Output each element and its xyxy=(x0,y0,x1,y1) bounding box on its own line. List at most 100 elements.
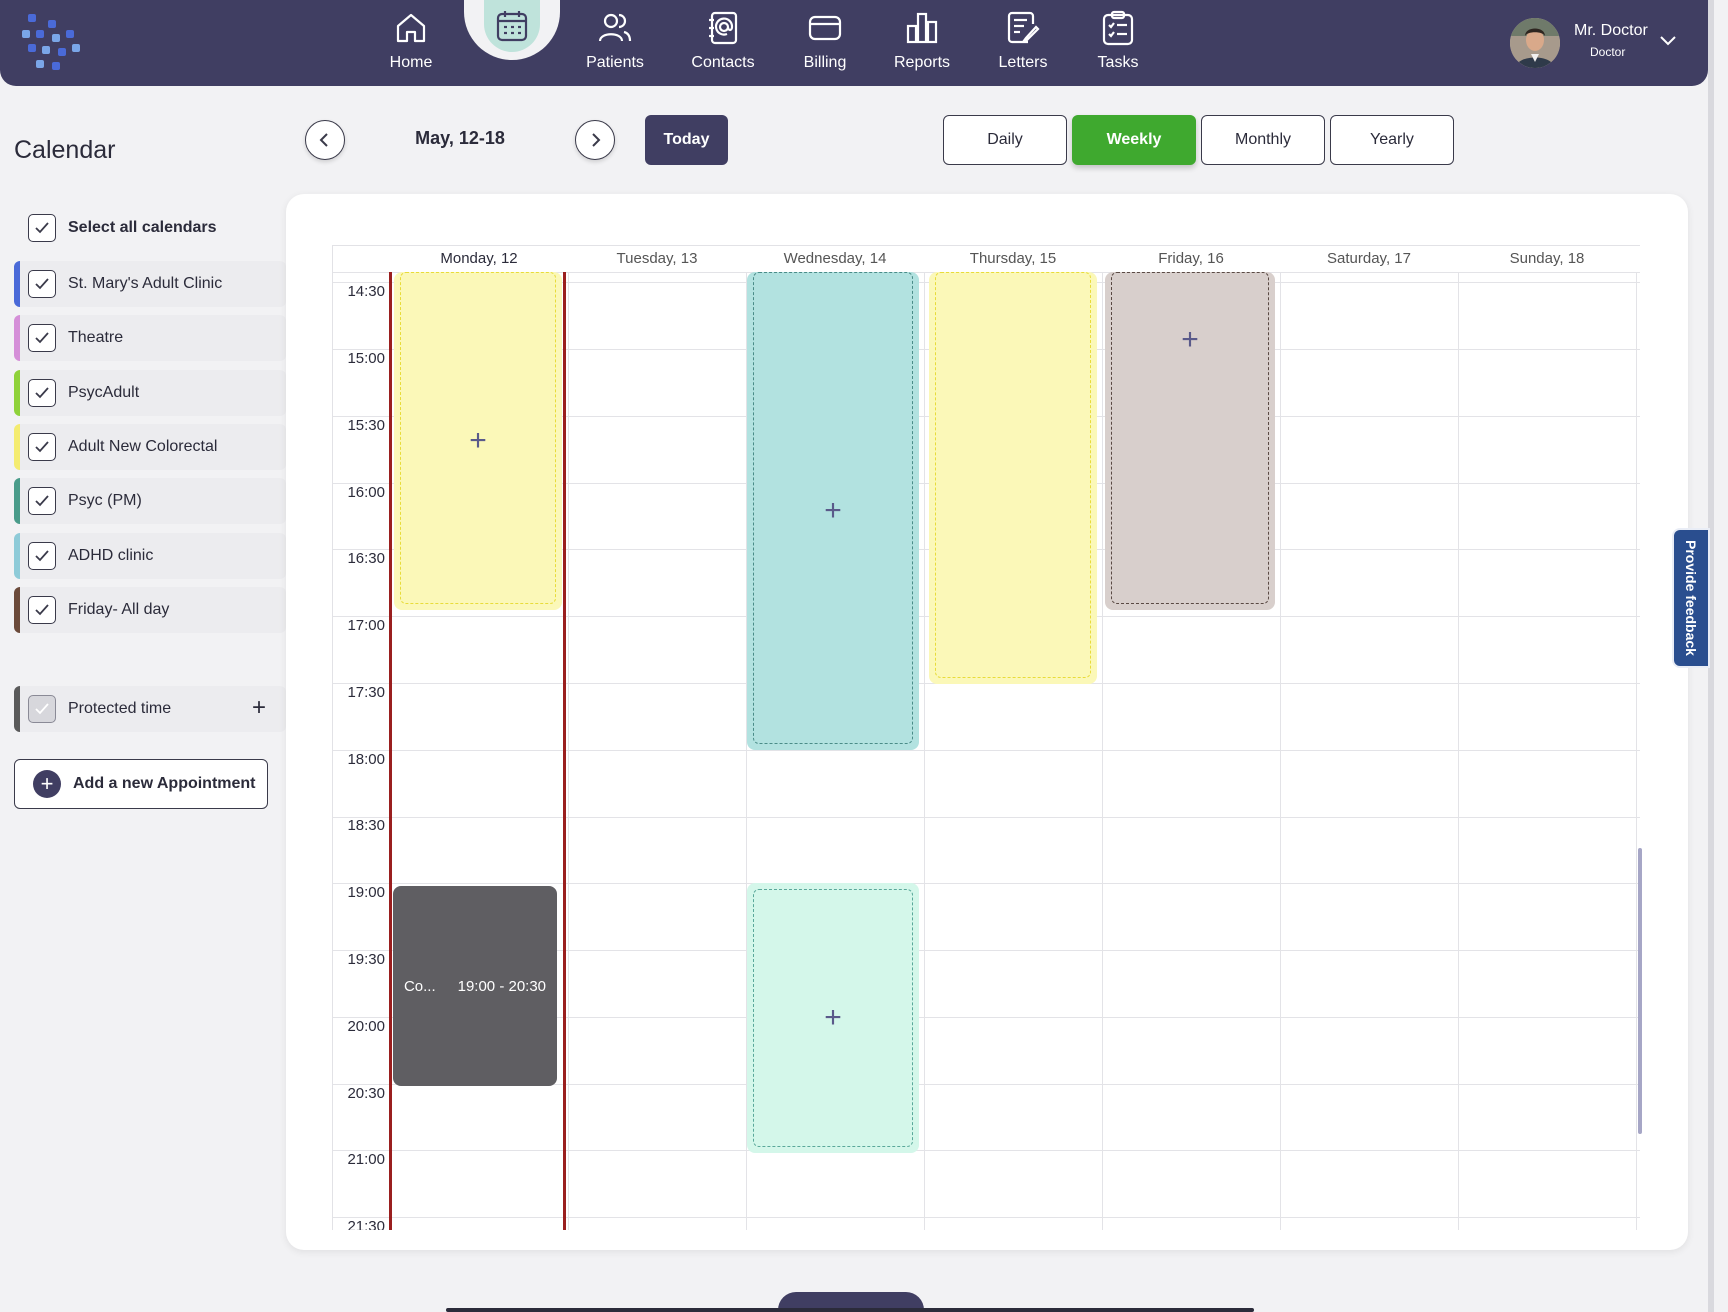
nav-tasks[interactable]: Tasks xyxy=(1073,10,1163,76)
feedback-label: Provide feedback xyxy=(1683,540,1699,656)
checkbox-checked-icon[interactable] xyxy=(28,433,56,461)
plus-icon[interactable]: + xyxy=(824,494,842,527)
chevron-down-icon[interactable] xyxy=(1656,28,1680,52)
view-yearly-button[interactable]: Yearly xyxy=(1330,115,1454,165)
nav-label: Letters xyxy=(998,54,1048,71)
day-header-saturday: Saturday, 17 xyxy=(1327,250,1411,267)
available-slot-wednesday-evening[interactable]: + xyxy=(747,883,919,1153)
time-label: 21:00 xyxy=(347,1151,385,1168)
plus-icon[interactable]: + xyxy=(1181,322,1199,356)
add-appointment-button[interactable]: + Add a new Appointment xyxy=(14,759,268,809)
view-monthly-button[interactable]: Monthly xyxy=(1201,115,1325,165)
available-slot-wednesday-afternoon[interactable]: + xyxy=(747,272,919,750)
grid-line xyxy=(1636,272,1637,1230)
appointment-card[interactable]: Co... 19:00 - 20:30 xyxy=(393,886,557,1086)
checkbox-checked-icon[interactable] xyxy=(28,379,56,407)
nav-patients[interactable]: Patients xyxy=(570,10,660,76)
time-label: 15:00 xyxy=(347,350,385,367)
provide-feedback-tab[interactable]: Provide feedback xyxy=(1674,530,1708,666)
patients-icon xyxy=(598,13,632,42)
nav-label: Patients xyxy=(586,54,644,71)
tasks-icon xyxy=(1102,10,1134,46)
checkbox-checked-icon[interactable] xyxy=(28,695,56,723)
grid-line xyxy=(333,1084,1640,1085)
calendar-item-label: Psyc (PM) xyxy=(68,492,142,509)
grid-line xyxy=(746,272,747,1230)
calendar-color-bar xyxy=(14,424,20,470)
nav-letters[interactable]: Letters xyxy=(978,10,1068,76)
day-header-wednesday: Wednesday, 14 xyxy=(783,250,887,267)
slot-border xyxy=(753,889,913,1147)
bottom-divider xyxy=(446,1308,1254,1312)
nav-reports[interactable]: Reports xyxy=(877,10,967,76)
window-scrollbar[interactable] xyxy=(1708,0,1714,1312)
time-label: 20:00 xyxy=(347,1018,385,1035)
plus-icon[interactable]: + xyxy=(251,694,266,721)
view-daily-button[interactable]: Daily xyxy=(943,115,1067,165)
plus-icon: + xyxy=(33,770,61,798)
select-all-calendars-checkbox[interactable]: Select all calendars xyxy=(28,214,217,242)
calendar-color-bar xyxy=(14,587,20,633)
time-label: 19:30 xyxy=(347,951,385,968)
calendar-scrollbar-thumb[interactable] xyxy=(1638,848,1642,1134)
week-range-label: May, 12-18 xyxy=(415,128,505,148)
available-slot-monday[interactable]: + xyxy=(394,272,562,610)
time-label: 19:00 xyxy=(347,884,385,901)
reports-icon xyxy=(906,12,938,44)
available-slot-thursday[interactable] xyxy=(929,272,1097,684)
checkbox-checked-icon[interactable] xyxy=(28,324,56,352)
time-label: 16:30 xyxy=(347,550,385,567)
avatar[interactable] xyxy=(1510,18,1560,68)
plus-icon[interactable]: + xyxy=(824,1001,842,1034)
grid-line xyxy=(333,1017,1640,1018)
calendar-item-label: ADHD clinic xyxy=(68,547,154,564)
app-logo-icon[interactable] xyxy=(22,14,80,72)
top-navigation-bar: Home Patients Contacts Billing Reports L… xyxy=(0,0,1708,86)
grid-line xyxy=(1280,272,1281,1230)
calendar-item-label: Friday- All day xyxy=(68,601,170,618)
nav-contacts[interactable]: Contacts xyxy=(678,10,768,76)
calendar-item-psycadult[interactable]: PsycAdult xyxy=(14,370,286,416)
nav-home[interactable]: Home xyxy=(366,10,456,76)
week-grid[interactable]: Monday, 12 Tuesday, 13 Wednesday, 14 Thu… xyxy=(332,245,1640,1230)
checkbox-checked-icon xyxy=(28,214,56,242)
available-slot-friday[interactable]: + xyxy=(1105,272,1275,610)
day-header-thursday: Thursday, 15 xyxy=(969,250,1057,267)
calendar-color-bar xyxy=(14,370,20,416)
calendar-item-friday-all-day[interactable]: Friday- All day xyxy=(14,587,286,633)
plus-icon[interactable]: + xyxy=(469,424,487,457)
calendar-color-bar xyxy=(14,478,20,524)
nav-label: Reports xyxy=(893,54,951,71)
add-appointment-label: Add a new Appointment xyxy=(73,775,256,792)
calendar-item-theatre[interactable]: Theatre xyxy=(14,315,286,361)
time-label: 20:30 xyxy=(347,1085,385,1102)
checkbox-checked-icon[interactable] xyxy=(28,270,56,298)
grid-line xyxy=(333,1150,1640,1151)
home-icon xyxy=(396,13,426,43)
today-column-left-border xyxy=(389,272,392,1230)
calendar-item-adhd-clinic[interactable]: ADHD clinic xyxy=(14,533,286,579)
view-weekly-button[interactable]: Weekly xyxy=(1072,115,1196,165)
checkbox-checked-icon[interactable] xyxy=(28,542,56,570)
nav-billing[interactable]: Billing xyxy=(780,10,870,76)
previous-week-button[interactable] xyxy=(305,120,345,160)
select-all-label: Select all calendars xyxy=(68,219,217,236)
calendar-item-protected-time[interactable]: Protected time + xyxy=(14,686,286,732)
nav-calendar[interactable] xyxy=(484,0,540,52)
checkbox-checked-icon[interactable] xyxy=(28,487,56,515)
calendar-item-adult-new-colorectal[interactable]: Adult New Colorectal xyxy=(14,424,286,470)
today-button[interactable]: Today xyxy=(645,115,728,165)
checkbox-checked-icon[interactable] xyxy=(28,596,56,624)
appointment-title: Co... xyxy=(403,977,436,995)
slot-border xyxy=(753,272,913,744)
calendar-item-st-marys[interactable]: St. Mary's Adult Clinic xyxy=(14,261,286,307)
nav-label: Contacts xyxy=(691,54,755,71)
letters-icon xyxy=(1007,11,1040,44)
chevron-right-icon xyxy=(592,133,601,147)
bottom-drawer-handle[interactable] xyxy=(778,1292,924,1312)
calendar-color-bar xyxy=(14,533,20,579)
time-label: 21:30 xyxy=(347,1218,385,1230)
next-week-button[interactable] xyxy=(575,120,615,160)
calendar-item-label: Protected time xyxy=(68,700,172,717)
calendar-item-psyc-pm[interactable]: Psyc (PM) xyxy=(14,478,286,524)
